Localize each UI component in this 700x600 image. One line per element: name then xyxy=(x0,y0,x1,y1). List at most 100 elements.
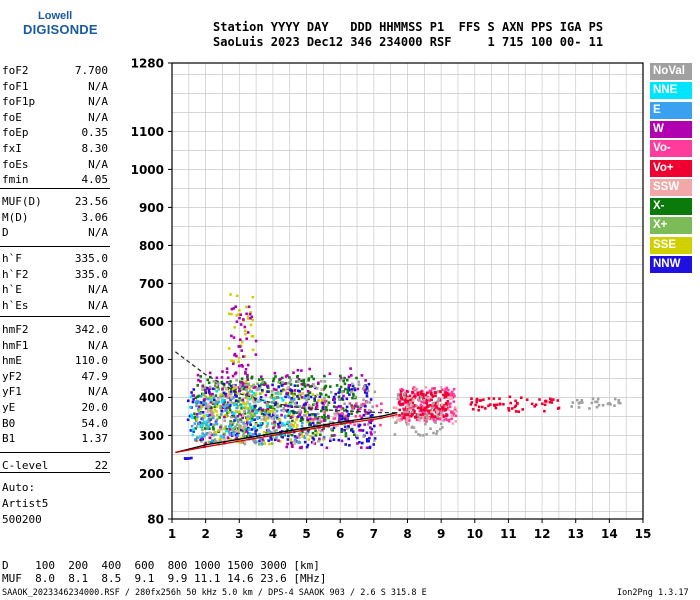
echo-point xyxy=(256,399,260,402)
echo-point xyxy=(368,401,372,404)
echo-point xyxy=(244,396,248,399)
echo-point xyxy=(226,396,229,399)
echo-point xyxy=(205,423,208,426)
echo-point xyxy=(322,417,326,421)
echo-point xyxy=(447,418,451,422)
echo-point xyxy=(196,415,199,419)
echo-point xyxy=(305,411,309,415)
echo-point xyxy=(289,441,293,445)
echo-point xyxy=(234,399,238,402)
echo-point xyxy=(419,390,423,394)
param-name: MUF(D) xyxy=(2,195,42,208)
echo-point xyxy=(261,381,264,384)
echo-point xyxy=(248,387,251,390)
echo-point xyxy=(420,400,424,404)
echo-point xyxy=(353,387,356,390)
echo-point xyxy=(214,431,217,434)
echo-point xyxy=(410,414,413,418)
footer-version: Ion2Png 1.3.17 xyxy=(617,588,689,598)
echo-point xyxy=(213,438,217,441)
echo-point xyxy=(308,421,312,425)
echo-point xyxy=(360,446,363,449)
echo-point xyxy=(286,442,289,446)
param-separator xyxy=(0,452,110,453)
echo-point xyxy=(407,422,410,426)
echo-point xyxy=(320,393,323,396)
echo-point xyxy=(199,438,202,442)
echo-point xyxy=(208,392,212,396)
echo-point xyxy=(219,406,222,410)
echo-point xyxy=(442,393,445,397)
echo-point xyxy=(261,408,265,412)
echo-point xyxy=(441,388,444,392)
echo-point xyxy=(309,423,312,426)
echo-point xyxy=(494,406,498,410)
echo-point xyxy=(261,438,264,441)
echo-point xyxy=(365,401,369,404)
echo-point xyxy=(194,396,198,400)
echo-point xyxy=(379,423,382,427)
echo-point xyxy=(301,405,305,409)
echo-point xyxy=(313,385,316,388)
echo-point xyxy=(424,409,427,412)
echo-point xyxy=(431,413,434,417)
echo-point xyxy=(314,434,318,437)
echo-point xyxy=(373,437,377,440)
echo-point xyxy=(258,432,261,436)
echo-point xyxy=(444,391,447,394)
y-tick-label: 1100 xyxy=(131,125,164,139)
echo-point xyxy=(363,385,366,388)
echo-point xyxy=(359,429,363,432)
echo-point xyxy=(215,390,218,393)
echo-point xyxy=(418,409,422,413)
echo-point xyxy=(223,400,227,404)
echo-point xyxy=(196,436,199,440)
echo-point xyxy=(207,397,210,401)
echo-point xyxy=(238,385,242,389)
echo-point xyxy=(284,389,288,392)
echo-point xyxy=(332,426,336,430)
legend-item-vo-: Vo+ xyxy=(650,159,692,177)
echo-point xyxy=(613,404,616,407)
param-foe: foE N/A xyxy=(2,111,108,125)
echo-point xyxy=(403,412,407,416)
echo-point xyxy=(234,371,238,374)
echo-point xyxy=(342,394,345,398)
echo-point xyxy=(275,434,278,437)
echo-point xyxy=(396,397,400,401)
echo-point xyxy=(192,430,195,433)
echo-point xyxy=(340,397,344,400)
echo-point xyxy=(448,397,452,401)
echo-point xyxy=(343,418,346,421)
echo-point xyxy=(439,427,442,431)
echo-point xyxy=(294,440,298,443)
echo-point xyxy=(302,381,306,384)
echo-point xyxy=(350,390,354,394)
echo-point xyxy=(345,405,349,409)
echo-point xyxy=(265,412,269,416)
echo-point xyxy=(368,420,371,424)
echo-point xyxy=(196,384,199,387)
echo-point xyxy=(425,433,428,436)
echo-point xyxy=(189,429,193,432)
echo-point xyxy=(348,420,352,424)
echo-point xyxy=(310,441,314,444)
echo-point xyxy=(354,404,357,408)
echo-point xyxy=(437,407,440,410)
echo-point xyxy=(348,444,351,447)
param-yf1: yF1 N/A xyxy=(2,385,108,399)
echo-point xyxy=(371,413,374,417)
echo-point xyxy=(230,423,234,426)
echo-point xyxy=(288,381,292,384)
legend-item-noval: NoVal xyxy=(650,63,692,80)
echo-point xyxy=(292,424,296,427)
echo-point xyxy=(606,402,610,406)
echo-point xyxy=(344,416,348,419)
echo-point xyxy=(398,403,402,406)
echo-point xyxy=(236,410,239,414)
echo-point xyxy=(245,385,249,389)
echo-point xyxy=(322,403,325,407)
echo-point xyxy=(205,432,209,435)
echo-point xyxy=(237,430,240,433)
echo-point xyxy=(594,400,597,404)
